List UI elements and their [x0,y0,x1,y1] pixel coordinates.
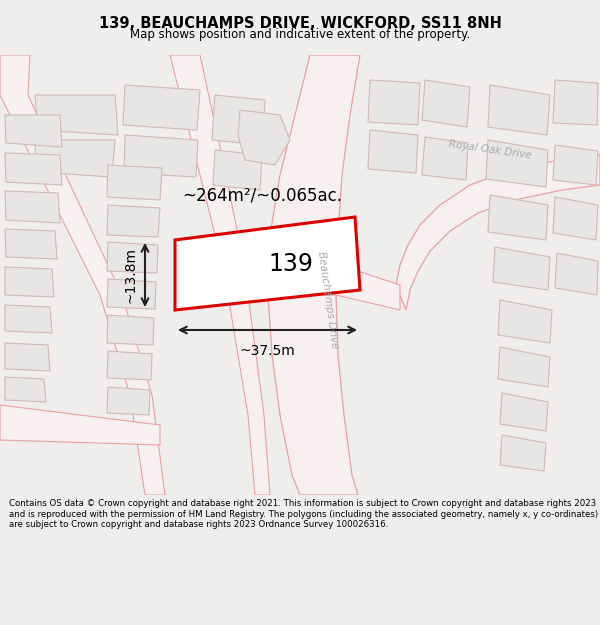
Text: ~264m²/~0.065ac.: ~264m²/~0.065ac. [182,187,342,205]
Polygon shape [555,253,598,295]
Polygon shape [396,155,600,310]
Polygon shape [498,347,550,387]
Polygon shape [422,137,468,180]
Polygon shape [268,240,400,310]
Polygon shape [5,229,57,259]
Polygon shape [500,393,548,431]
Polygon shape [107,205,160,237]
Polygon shape [5,191,60,223]
Polygon shape [107,165,162,200]
Polygon shape [213,150,262,190]
Polygon shape [5,305,52,333]
Polygon shape [124,135,198,177]
Polygon shape [5,153,62,185]
Polygon shape [35,140,115,177]
Text: Royal Oak Drive: Royal Oak Drive [448,139,532,161]
Polygon shape [107,279,156,309]
Polygon shape [488,195,548,240]
Polygon shape [493,247,550,290]
Polygon shape [5,377,46,402]
Polygon shape [488,85,550,135]
Text: 139: 139 [269,253,314,276]
Polygon shape [123,85,200,130]
Text: 139, BEAUCHAMPS DRIVE, WICKFORD, SS11 8NH: 139, BEAUCHAMPS DRIVE, WICKFORD, SS11 8N… [98,16,502,31]
Polygon shape [5,115,62,147]
Text: Beauchamps Drive: Beauchamps Drive [316,251,340,349]
Polygon shape [368,130,418,173]
Polygon shape [553,80,598,125]
Polygon shape [553,197,598,240]
Polygon shape [107,387,150,415]
Polygon shape [268,55,360,495]
Polygon shape [368,80,420,125]
Polygon shape [422,80,470,127]
Polygon shape [498,300,552,343]
Text: ~37.5m: ~37.5m [239,344,295,358]
Polygon shape [107,315,154,345]
Polygon shape [107,242,158,273]
Polygon shape [553,145,598,185]
Polygon shape [175,217,360,310]
Polygon shape [0,55,165,495]
Polygon shape [170,55,270,495]
Polygon shape [5,343,50,371]
Polygon shape [500,435,546,471]
Polygon shape [212,95,265,145]
Text: ~13.8m: ~13.8m [123,247,137,303]
Polygon shape [107,351,152,380]
Polygon shape [238,110,290,165]
Polygon shape [5,267,54,297]
Polygon shape [35,95,118,135]
Text: Map shows position and indicative extent of the property.: Map shows position and indicative extent… [130,28,470,41]
Polygon shape [486,140,548,187]
Polygon shape [0,405,160,445]
Text: Contains OS data © Crown copyright and database right 2021. This information is : Contains OS data © Crown copyright and d… [9,499,598,529]
